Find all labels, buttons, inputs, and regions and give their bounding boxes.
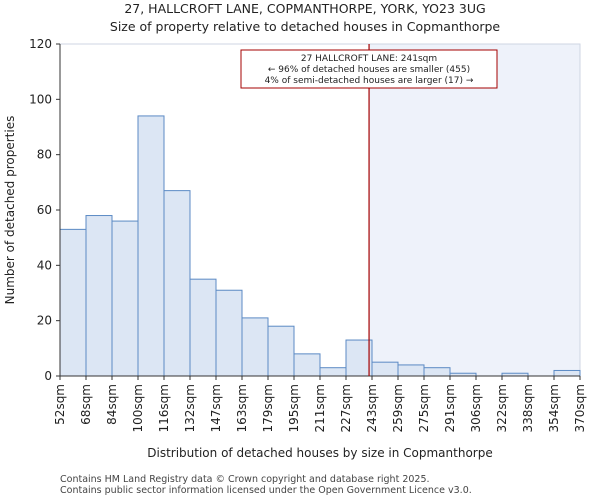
y-tick-label: 60 [37,203,52,217]
bar-163sqm [241,317,269,377]
x-tick-label: 211sqm [313,384,327,432]
bar-259sqm [397,364,425,377]
x-tick-label: 227sqm [339,384,353,432]
x-tick-label: 100sqm [131,384,145,432]
chart-subtitle: Size of property relative to detached ho… [110,19,501,34]
x-tick-label: 338sqm [521,384,535,432]
x-tick-label: 163sqm [235,384,249,432]
footer-line-1: Contains HM Land Registry data © Crown c… [60,474,430,485]
x-tick-label: 116sqm [157,384,171,432]
plot-background [59,43,581,377]
x-tick-label: 275sqm [417,384,431,432]
y-tick-label: 40 [37,258,52,272]
bar-211sqm [319,367,347,377]
annotation-box: 27 HALLCROFT LANE: 241sqm ← 96% of detac… [240,49,498,89]
x-tick-label: 291sqm [443,384,457,432]
annotation-line-2: ← 96% of detached houses are smaller (45… [268,65,470,75]
y-axis-label: Number of detached properties [3,116,17,305]
bars-group [59,115,581,377]
x-tick-label: 132sqm [183,384,197,432]
annotation-line-1: 27 HALLCROFT LANE: 241sqm [301,54,437,64]
bar-195sqm [293,353,321,377]
x-tick-label: 259sqm [391,384,405,432]
bar-354sqm [553,369,581,377]
x-tick-label: 147sqm [209,384,223,432]
highlight-region [369,44,580,376]
x-axis: 52sqm 68sqm 84sqm 100sqm 116sqm 132sqm 147sqm 1… [53,375,587,432]
x-tick-label: 306sqm [469,384,483,432]
x-axis-label: Distribution of detached houses by size … [147,446,492,460]
bar-147sqm [215,289,243,377]
chart-title: 27, HALLCROFT LANE, COPMANTHORPE, YORK, … [124,1,485,16]
bar-243sqm [371,361,399,377]
x-tick-label: 354sqm [547,384,561,432]
bar-100sqm [137,115,165,377]
bar-179sqm [267,325,295,377]
bar-52sqm [59,228,87,377]
x-tick-label: 322sqm [495,384,509,432]
bar-132sqm [189,278,217,377]
x-tick-label: 179sqm [261,384,275,432]
footer-line-2: Contains public sector information licen… [60,485,472,496]
y-tick-label: 120 [29,37,52,51]
bar-227sqm [345,339,373,377]
annotation-border [240,49,498,89]
x-tick-label: 84sqm [105,384,119,425]
bar-68sqm [85,215,113,377]
bar-84sqm [111,220,139,377]
y-tick-label: 100 [29,92,52,106]
annotation-line-3: 4% of semi-detached houses are larger (1… [265,76,474,86]
x-tick-label: 52sqm [53,384,67,425]
x-tick-label: 370sqm [573,384,587,432]
y-tick-label: 20 [37,314,52,328]
x-tick-label: 195sqm [287,384,301,432]
bar-275sqm [423,367,451,377]
y-axis: 0 20 40 60 80 100 120 [29,37,61,383]
bar-116sqm [163,190,191,377]
x-tick-label: 243sqm [365,384,379,432]
y-tick-label: 80 [37,148,52,162]
x-tick-label: 68sqm [79,384,93,425]
y-tick-label: 0 [44,369,52,383]
